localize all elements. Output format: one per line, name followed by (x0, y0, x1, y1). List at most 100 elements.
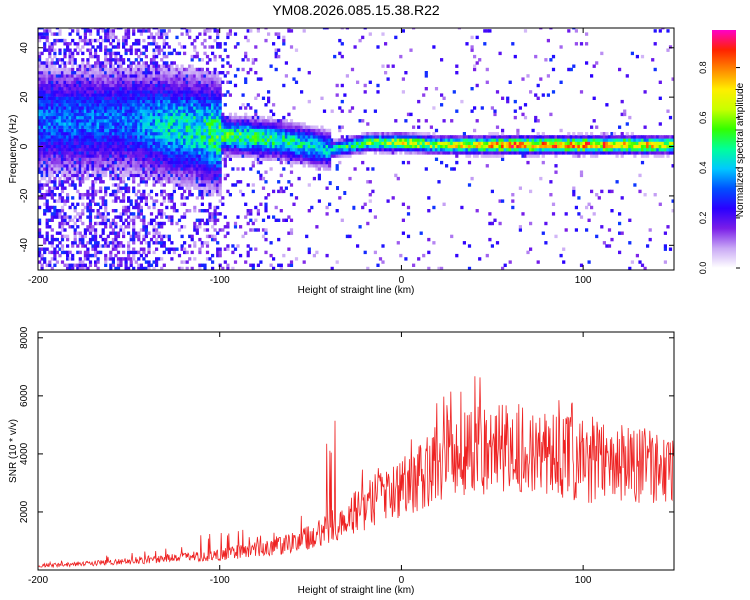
spectrogram-cell (94, 119, 98, 123)
spectrogram-cell (162, 74, 166, 78)
spectrogram-cell (366, 141, 370, 145)
spectrogram-cell (104, 199, 108, 203)
spectrogram-cell (269, 148, 273, 152)
spectrogram-cell (116, 80, 121, 84)
spectrogram-cell (167, 112, 171, 117)
spectrogram-cell (152, 87, 156, 91)
spectrogram-cell (104, 132, 108, 136)
spectrogram-cell (180, 225, 184, 229)
spectrogram-cell (40, 151, 44, 155)
spectrogram-cell (213, 58, 217, 62)
spectrogram-cell (53, 48, 57, 52)
spectrogram-cell (213, 109, 217, 113)
spectrogram-cell (91, 106, 95, 110)
spectrogram-cell (68, 96, 72, 100)
spectrogram-cell (300, 128, 304, 133)
spectrogram-cell (272, 257, 276, 261)
spectrogram-cell (96, 77, 100, 81)
spectrogram-cell (134, 167, 138, 171)
spectrogram-cell (322, 167, 327, 171)
spectrogram-cell (157, 148, 161, 152)
spectrogram-cell (170, 106, 174, 110)
spectrogram-cell (149, 189, 154, 194)
spectrogram-cell (371, 135, 375, 139)
spectrogram-cell (162, 83, 166, 88)
spectrogram-cell (406, 144, 411, 149)
spectrogram-cell (50, 212, 54, 216)
spectrogram-cell (55, 38, 59, 43)
spectrogram-cell (142, 119, 146, 123)
spectrogram-cell (180, 135, 184, 139)
spectrogram-cell (198, 160, 202, 165)
spectrogram-cell (208, 90, 212, 94)
spectrogram-cell (261, 96, 266, 100)
spectrogram-cell (142, 71, 146, 75)
spectrogram-cell (137, 74, 141, 78)
spectrogram-cell (157, 173, 161, 178)
spectrogram-cell (205, 173, 210, 178)
spectrogram-cell (185, 135, 189, 139)
spectrogram-cell (185, 138, 189, 142)
spectrogram-cell (45, 115, 49, 120)
spectrogram-cell (211, 103, 215, 107)
spectrogram-cell (38, 119, 42, 123)
spectrogram-cell (104, 58, 108, 62)
spectrogram-cell (109, 103, 113, 107)
spectrogram-cell (132, 170, 136, 174)
spectrogram-cell (91, 196, 95, 200)
spectrogram-cell (114, 122, 118, 126)
spectrogram-cell (307, 157, 311, 161)
spectrogram-cell (274, 144, 278, 149)
spectrogram-cell (111, 151, 115, 155)
spectrogram-cell (292, 135, 296, 139)
spectrogram-cell (198, 180, 202, 184)
spectrogram-cell (119, 212, 123, 216)
spectrogram-cell (277, 144, 281, 149)
spectrogram-cell (137, 164, 141, 168)
spectrogram-cell (116, 132, 121, 136)
spectrogram-cell (312, 138, 316, 142)
spectrogram-cell (86, 247, 90, 251)
spectrogram-cell (114, 54, 118, 59)
spectrogram-cell (412, 132, 416, 136)
spectrogram-cell (152, 71, 156, 75)
spectrogram-cell (165, 148, 169, 152)
spectrogram-cell (233, 221, 238, 226)
spectrogram-cell (208, 180, 212, 184)
spectrogram-cell (58, 196, 62, 200)
spectrogram-cell (86, 64, 90, 68)
spectrogram-cell (40, 96, 44, 100)
spectrogram-cell (195, 154, 199, 158)
spectrogram-cell (122, 61, 126, 65)
spectrogram-cell (203, 51, 207, 56)
spectrogram-cell (251, 115, 255, 120)
spectrogram-cell (58, 109, 62, 113)
spectrogram-cell (106, 96, 110, 100)
spectrogram-cell (175, 173, 179, 178)
spectrogram-cell (188, 138, 192, 142)
spectrogram-cell (122, 80, 126, 84)
spectrogram-cell (142, 148, 146, 152)
spectrogram-cell (203, 144, 207, 149)
spectrogram-cell (211, 128, 215, 133)
spectrogram-cell (66, 253, 70, 258)
spectrogram-cell (213, 87, 217, 91)
spectrogram-cell (284, 160, 288, 165)
spectrogram-cell (180, 96, 184, 100)
spectrogram-cell (177, 135, 182, 139)
spectrogram-cell (104, 209, 108, 213)
spectrogram-cell (152, 48, 156, 52)
spectrogram-cell (124, 183, 128, 187)
spectrogram-cell (312, 135, 316, 139)
spectrogram-cell (60, 247, 65, 251)
spectrogram-cell (292, 125, 296, 129)
spectrogram-cell (307, 250, 311, 255)
spectrogram-cell (213, 99, 217, 104)
spectrogram-cell (43, 99, 47, 104)
spectrogram-cell (45, 38, 49, 43)
spectrogram-cell (86, 132, 90, 136)
spectrogram-cell (211, 135, 215, 139)
spectrogram-cell (328, 138, 332, 142)
spectrogram-cell (116, 151, 121, 155)
spectrogram-cell (99, 138, 103, 142)
